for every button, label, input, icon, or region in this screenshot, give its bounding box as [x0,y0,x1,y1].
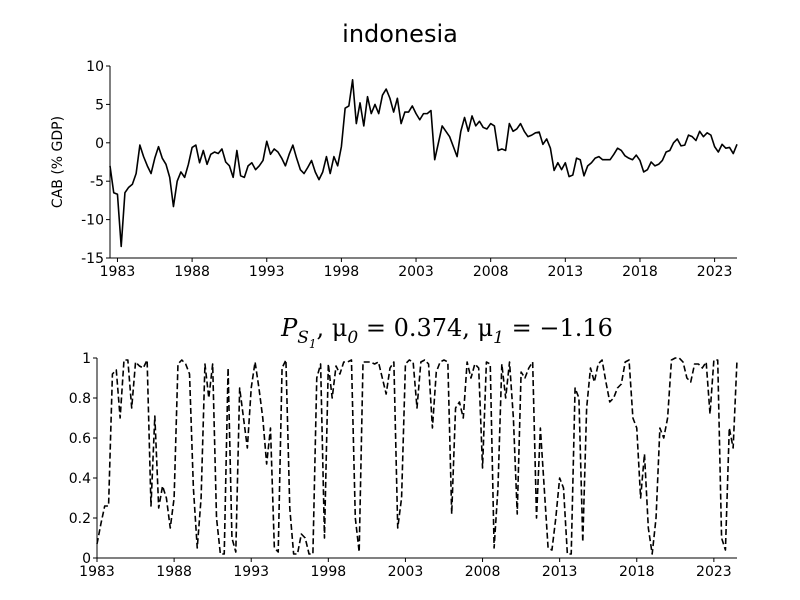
title-part: S [297,328,309,348]
y-tick-label: 0.4 [69,471,91,487]
title-part: = 0.374, μ [358,314,493,342]
x-tick-label: 1998 [324,264,360,280]
y-tick-label: 0 [82,551,91,567]
x-tick-label: 2008 [473,264,509,280]
title-part: P [280,314,298,342]
y-tick-label: -15 [81,251,104,267]
data-line [109,79,738,248]
y-tick-label: -5 [90,174,104,190]
y-tick-label: 0 [95,136,104,152]
x-tick-label: 2018 [622,264,658,280]
x-tick-label: 1983 [79,564,115,580]
title-part: 1 [493,328,504,348]
y-tick-label: -10 [81,213,104,229]
y-tick-label: 5 [95,97,104,113]
title-part: , μ [317,314,348,342]
title-part: 1 [309,337,317,351]
y-tick-label: 1 [82,351,91,367]
x-tick-label: 1988 [156,564,192,580]
x-tick-label: 1993 [233,564,269,580]
x-tick-label: 2018 [619,564,655,580]
x-tick-label: 2003 [388,564,424,580]
x-tick-label: 2023 [697,264,733,280]
y-tick-label: 0.8 [69,391,91,407]
y-tick-label: 10 [86,59,104,75]
y-axis-label: CAB (% GDP) [50,116,66,208]
x-tick-label: 1998 [311,564,347,580]
y-tick-label: 0.6 [69,431,91,447]
y-tick-label: 0.2 [69,511,91,527]
x-tick-label: 2023 [696,564,732,580]
x-tick-label: 2003 [398,264,434,280]
x-tick-label: 2013 [548,264,584,280]
data-line [96,357,738,555]
chart-title: indonesia [342,20,458,48]
chart-title: PS1, μ0 = 0.374, μ1 = −1.16 [280,314,613,351]
x-tick-label: 2008 [465,564,501,580]
x-tick-label: 1988 [174,264,210,280]
title-part: = −1.16 [504,314,613,342]
x-tick-label: 1983 [100,264,136,280]
x-tick-label: 1993 [249,264,285,280]
x-tick-label: 2013 [542,564,578,580]
title-part: 0 [347,328,358,348]
